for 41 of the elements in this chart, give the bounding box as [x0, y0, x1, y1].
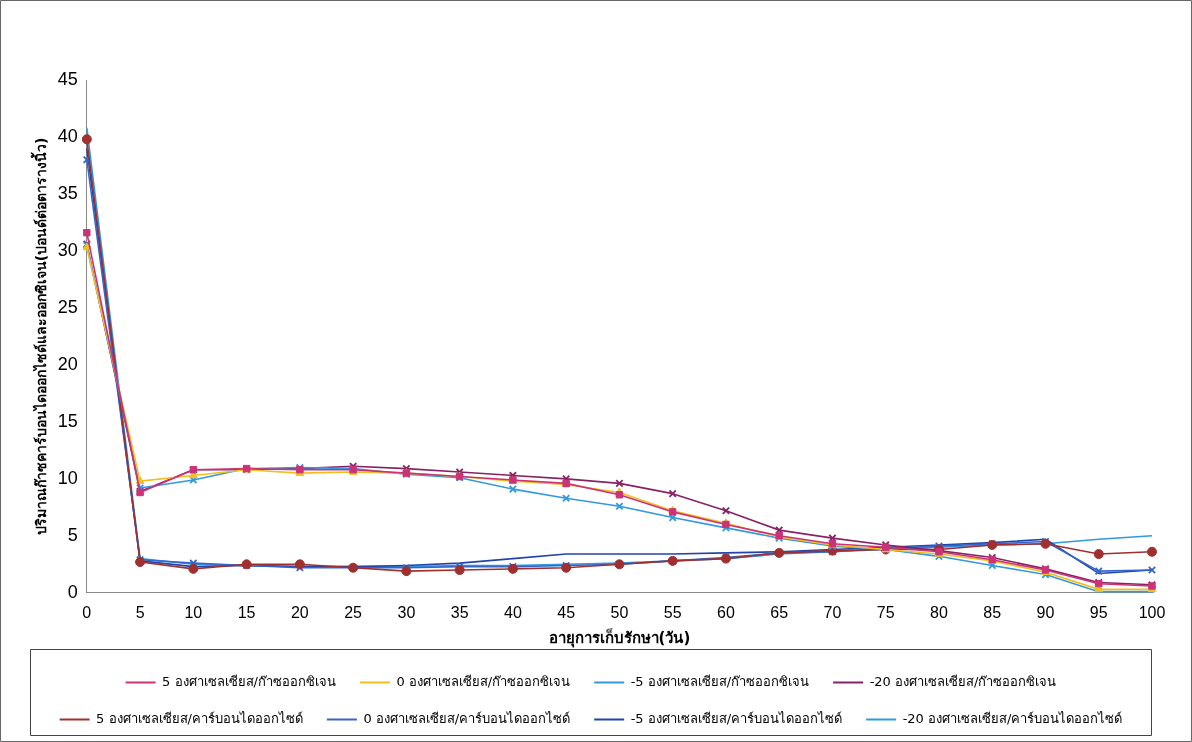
x-axis-title: อายุการเก็บรักษา(วัน) [548, 627, 691, 648]
x-tick-label: 95 [1089, 603, 1108, 621]
y-tick-label: 15 [57, 410, 78, 431]
legend-label: -5 องศาเซลเซียส/ก๊าซออกซิเจน [630, 673, 810, 689]
x-tick-label: 90 [1036, 603, 1055, 621]
legend-label: 5 องศาเซลเซียส/คาร์บอนไดออกไซด์ [96, 710, 303, 726]
legend-label: 5 องศาเซลเซียส/ก๊าซออกซิเจน [162, 673, 336, 689]
x-tick-label: 15 [237, 603, 256, 621]
x-tick-label: 80 [930, 603, 948, 621]
x-tick-label: 100 [1138, 603, 1166, 621]
x-tick-label: 10 [184, 603, 203, 621]
y-axis-title: ปริมาณก๊าซคาร์บอนไดออกไซด์และออกซิเจน(ปอนด์ต่อตารางนิ้ว) [30, 137, 50, 536]
y-tick-label: 5 [67, 524, 78, 545]
y-tick-label: 45 [57, 68, 78, 89]
legend-label: -20 องศาเซลเซียส/ก๊าซออกซิเจน [869, 673, 1057, 689]
x-tick-label: 70 [823, 603, 842, 621]
legend-label: -20 องศาเซลเซียส/คาร์บอนไดออกไซด์ [902, 710, 1123, 726]
x-tick-label: 0 [82, 603, 92, 621]
x-tick-label: 30 [397, 603, 416, 621]
x-tick-label: 65 [770, 603, 789, 621]
y-tick-label: 25 [57, 296, 78, 317]
x-tick-label: 5 [135, 603, 145, 621]
x-tick-label: 75 [876, 603, 895, 621]
y-tick-label: 30 [57, 239, 78, 260]
y-tick-label: 0 [67, 581, 78, 602]
x-tick-label: 50 [610, 603, 629, 621]
x-tick-label: 25 [344, 603, 363, 621]
legend-label: 0 องศาเซลเซียส/ก๊าซออกซิเจน [396, 673, 571, 689]
x-tick-label: 45 [557, 603, 576, 621]
legend-label: 0 องศาเซลเซียส/คาร์บอนไดออกไซด์ [363, 710, 571, 726]
x-tick-label: 60 [717, 603, 735, 621]
x-tick-label: 85 [983, 603, 1002, 621]
x-tick-label: 55 [663, 603, 682, 621]
legend-label: -5 องศาเซลเซียส/คาร์บอนไดออกไซด์ [630, 710, 843, 726]
x-tick-label: 40 [503, 603, 522, 621]
x-tick-label: 20 [290, 603, 309, 621]
y-tick-label: 35 [57, 182, 78, 203]
x-tick-label: 35 [450, 603, 469, 621]
y-tick-label: 10 [57, 467, 78, 488]
y-tick-label: 40 [57, 125, 78, 146]
y-tick-label: 20 [57, 353, 78, 374]
